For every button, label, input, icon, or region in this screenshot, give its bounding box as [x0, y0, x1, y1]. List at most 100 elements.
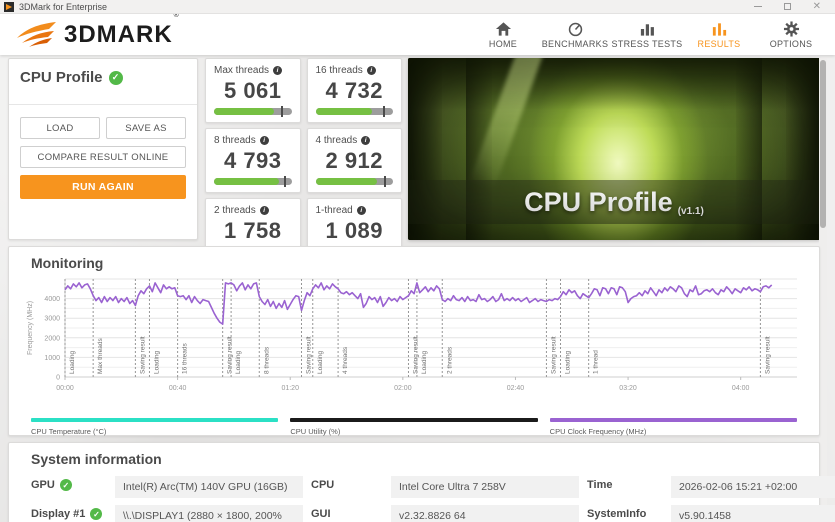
svg-text:0: 0 — [56, 375, 60, 382]
minimize-icon[interactable] — [753, 6, 762, 7]
sysinfo-label: SystemInfo — [587, 505, 663, 520]
app-icon — [4, 1, 14, 12]
score-value: 1 758 — [223, 218, 282, 243]
test-title: CPU Profile — [20, 69, 103, 86]
svg-text:1 thread: 1 thread — [593, 350, 600, 374]
sysinfo-value: 2026-02-06 15:21 +02:00 — [671, 476, 835, 499]
score-box: 16 threads i 4 732 — [306, 58, 402, 123]
svg-text:16 threads: 16 threads — [182, 343, 189, 374]
pillar-silhouette — [736, 58, 762, 240]
pillar-silhouette — [466, 58, 492, 240]
sysinfo-label-text: Display #1 — [31, 508, 86, 521]
close-icon[interactable]: ✕ — [812, 1, 821, 12]
logo-text: 3DMARK — [64, 20, 173, 48]
info-icon[interactable]: i — [366, 66, 376, 75]
load-button[interactable]: LOAD — [20, 117, 100, 139]
score-box: 4 threads i 2 912 — [306, 128, 402, 193]
score-bar — [214, 176, 292, 187]
run-again-button[interactable]: RUN AGAIN — [20, 175, 186, 199]
svg-text:Loading: Loading — [153, 350, 160, 374]
legend-label: CPU Temperature (°C) — [31, 427, 107, 436]
sysinfo-label-text: GUI — [311, 508, 331, 521]
score-value: 2 912 — [325, 148, 384, 173]
svg-text:Loading: Loading — [421, 350, 428, 374]
score-bar-fill — [315, 178, 377, 185]
sysinfo-label-text: CPU — [311, 479, 335, 491]
svg-text:Saving result: Saving result — [764, 336, 771, 374]
3dmark-logo: 3DMARK® — [16, 12, 179, 49]
sysinfo-label: GUI — [311, 505, 383, 520]
score-label: Max threads — [214, 65, 270, 76]
info-icon[interactable]: i — [273, 66, 283, 75]
svg-text:8 threads: 8 threads — [263, 346, 270, 374]
sysinfo-value: Intel Core Ultra 7 258V — [391, 476, 579, 499]
nav-item-benchmarks[interactable]: BENCHMARKS — [539, 19, 611, 51]
svg-text:4 threads: 4 threads — [342, 346, 349, 374]
svg-text:00:40: 00:40 — [169, 385, 187, 392]
score-grid: Max threads i 5 061 16 threads i 4 732 8 threa… — [205, 58, 402, 263]
logo-swoosh-icon — [17, 21, 56, 47]
nav-item-stress-tests[interactable]: STRESS TESTS — [611, 19, 683, 51]
info-icon[interactable]: i — [259, 206, 269, 215]
score-bar-marker — [384, 176, 387, 187]
legend-item[interactable]: CPU Clock Frequency (MHz) — [549, 418, 797, 436]
bar-chart-icon — [639, 21, 656, 37]
score-value: 4 793 — [223, 148, 282, 173]
green-check-icon: ✓ — [108, 70, 123, 85]
score-bar-marker — [382, 106, 385, 117]
score-box: 8 threads i 4 793 — [205, 128, 301, 193]
cpu-profile-panel: CPU Profile ✓ LOAD SAVE AS COMPARE RESUL… — [8, 58, 198, 240]
legend-color-bar — [31, 418, 279, 422]
svg-text:1000: 1000 — [44, 355, 60, 362]
compare-result-online-button[interactable]: COMPARE RESULT ONLINE — [20, 146, 186, 168]
svg-text:Saving result: Saving result — [412, 336, 419, 374]
sysinfo-label: Time — [587, 476, 663, 491]
info-icon[interactable]: i — [361, 136, 371, 145]
svg-text:02:40: 02:40 — [507, 385, 525, 392]
legend-label: CPU Utility (%) — [290, 427, 341, 436]
score-bar-marker — [284, 176, 287, 187]
maximize-icon[interactable] — [783, 3, 791, 10]
score-label: 8 threads — [214, 135, 256, 146]
nav-item-options[interactable]: OPTIONS — [755, 19, 827, 51]
nav-item-home[interactable]: HOME — [467, 19, 539, 51]
sysinfo-value: \\.\DISPLAY1 (2880 × 1800, 200% DPI scal… — [115, 505, 303, 522]
window-title: 3DMark for Enterprise — [19, 1, 108, 12]
svg-text:Loading: Loading — [565, 350, 572, 374]
nav-item-results[interactable]: RESULTS — [683, 19, 755, 51]
score-bar — [214, 106, 292, 117]
scrollbar[interactable] — [819, 58, 827, 522]
score-value: 5 061 — [223, 78, 282, 103]
nav-label: HOME — [488, 38, 518, 49]
sysinfo-label: Display #1 ✓ — [31, 505, 107, 521]
divider — [9, 104, 197, 105]
score-label: 1-thread — [315, 205, 353, 216]
legend-item[interactable]: CPU Temperature (°C) — [31, 418, 279, 436]
green-check-icon: ✓ — [90, 508, 103, 521]
save-as-button[interactable]: SAVE AS — [106, 117, 186, 139]
hero-version: (v1.1) — [677, 206, 704, 217]
app-header: 3DMARK® HOME BENCHMARKS STRESS TESTS RESULT… — [0, 12, 835, 55]
legend-item[interactable]: CPU Utility (%) — [290, 418, 538, 436]
svg-text:Loading: Loading — [235, 350, 242, 374]
svg-text:Saving result: Saving result — [305, 336, 312, 374]
svg-text:Frequency (MHz): Frequency (MHz) — [27, 301, 34, 355]
scrollbar-thumb[interactable] — [820, 60, 826, 228]
svg-text:03:20: 03:20 — [619, 385, 637, 392]
hero-caption-band: CPU Profile (v1.1) — [408, 180, 820, 224]
score-bar-marker — [281, 106, 284, 117]
gear-icon — [783, 20, 800, 37]
score-bar — [315, 106, 393, 117]
svg-text:3000: 3000 — [44, 316, 60, 323]
score-value: 4 732 — [325, 78, 384, 103]
lintel-shadow — [408, 58, 820, 110]
svg-text:Saving result: Saving result — [227, 336, 234, 374]
pillar-silhouette — [408, 58, 442, 240]
legend-color-bar — [549, 418, 797, 422]
sysinfo-label: GPU ✓ — [31, 476, 107, 491]
sysinfo-label-text: SystemInfo — [587, 508, 647, 521]
main-nav: HOME BENCHMARKS STRESS TESTS RESULTS OPTIONS — [467, 19, 827, 51]
info-icon[interactable]: i — [259, 136, 269, 145]
system-info-panel: System information GPU ✓ Intel(R) Arc(TM) … — [8, 442, 835, 522]
info-icon[interactable]: i — [356, 206, 366, 215]
